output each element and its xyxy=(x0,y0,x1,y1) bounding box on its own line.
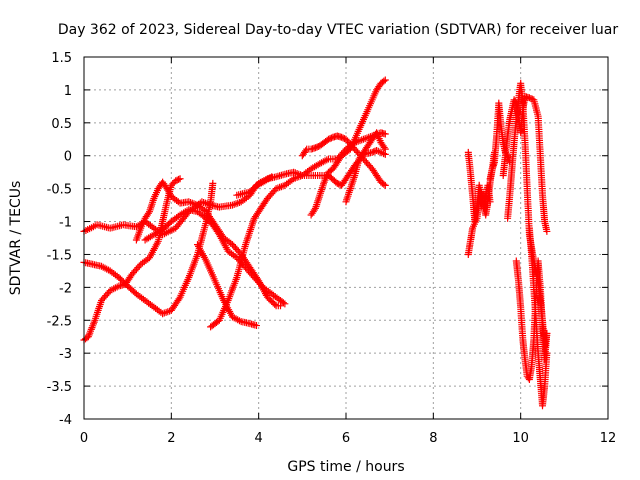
series-trace xyxy=(464,181,494,258)
chart-title: Day 362 of 2023, Sidereal Day-to-day VTE… xyxy=(58,22,619,38)
y-tick-label: 1 xyxy=(64,84,72,99)
data-point xyxy=(175,295,183,303)
data-point xyxy=(323,156,331,164)
data-point xyxy=(356,137,364,145)
x-tick-label: 4 xyxy=(255,431,263,446)
y-tick-label: -0.5 xyxy=(47,183,72,198)
data-point xyxy=(277,183,285,191)
x-axis-label: GPS time / hours xyxy=(287,459,404,475)
axis-ticks: 0 2 4 6 8 10 12 -4 -3.5 -3 -2.5 -2 -1.5 -1 -0.5 0 0.5 1 1.… xyxy=(47,51,617,446)
series-trace xyxy=(486,99,514,183)
series-trace xyxy=(499,93,551,235)
data-point xyxy=(229,201,236,209)
x-tick-label: 0 xyxy=(80,431,88,446)
x-tick-label: 6 xyxy=(342,431,350,446)
data-point xyxy=(293,170,301,177)
data-point xyxy=(252,322,260,330)
data-point xyxy=(354,148,362,156)
data-point xyxy=(363,134,371,142)
data-point xyxy=(381,181,389,189)
data-point xyxy=(373,147,381,154)
data-point xyxy=(131,267,139,275)
data-point xyxy=(236,317,243,325)
data-point xyxy=(166,189,174,197)
data-point xyxy=(543,329,551,337)
y-tick-label: -2 xyxy=(59,281,72,296)
data-point xyxy=(258,282,266,290)
x-tick-label: 2 xyxy=(167,431,175,446)
data-point xyxy=(232,200,240,208)
data-point xyxy=(503,150,510,158)
series-trace xyxy=(525,224,551,410)
data-point xyxy=(376,148,384,156)
data-points xyxy=(80,76,551,410)
data-point xyxy=(380,77,388,85)
data-point xyxy=(297,171,305,179)
data-point xyxy=(162,308,170,316)
data-point xyxy=(290,175,298,183)
data-point xyxy=(185,198,193,206)
data-point xyxy=(262,176,270,184)
series-trace xyxy=(233,147,389,199)
data-point xyxy=(163,185,171,193)
y-tick-label: -4 xyxy=(59,413,72,428)
data-point xyxy=(249,272,257,280)
series-trace xyxy=(141,206,289,308)
data-point xyxy=(380,180,388,188)
data-point xyxy=(113,283,121,291)
y-tick-label: 1.5 xyxy=(51,51,72,66)
data-point xyxy=(201,199,209,207)
data-point xyxy=(279,299,287,307)
data-point xyxy=(231,252,239,260)
x-tick-label: 8 xyxy=(429,431,437,446)
data-point xyxy=(302,147,310,155)
data-point xyxy=(543,349,551,357)
data-point xyxy=(175,175,183,183)
data-point xyxy=(380,144,388,151)
data-point xyxy=(188,199,196,207)
series-trace xyxy=(194,241,260,330)
x-tick-label: 10 xyxy=(512,431,529,446)
y-tick-label: -1.5 xyxy=(47,248,72,263)
data-point xyxy=(271,300,279,308)
series-trace xyxy=(80,179,217,318)
data-point xyxy=(198,198,206,206)
data-point xyxy=(381,130,389,138)
series-trace xyxy=(80,173,276,239)
y-tick-label: 0.5 xyxy=(51,117,72,132)
series-trace xyxy=(80,175,184,344)
data-point xyxy=(486,198,494,206)
data-point xyxy=(135,262,143,270)
y-tick-label: -3.5 xyxy=(47,380,72,395)
y-tick-label: 0 xyxy=(64,150,72,165)
data-point xyxy=(381,145,389,153)
data-point xyxy=(380,150,388,158)
data-point xyxy=(159,310,167,318)
y-axis-label: SDTVAR / TECUs xyxy=(8,181,24,296)
data-point xyxy=(274,184,282,192)
data-point xyxy=(327,134,335,142)
y-tick-label: -2.5 xyxy=(47,314,72,329)
y-tick-label: -1 xyxy=(59,216,72,231)
data-point xyxy=(144,209,152,217)
series-trace xyxy=(342,129,389,206)
x-tick-label: 12 xyxy=(600,431,617,446)
data-point xyxy=(176,175,184,183)
series-trace xyxy=(307,76,389,219)
data-point xyxy=(209,179,217,187)
data-point xyxy=(543,227,551,235)
data-point xyxy=(381,76,389,84)
data-point xyxy=(281,300,289,308)
y-tick-label: -3 xyxy=(59,347,72,362)
data-point xyxy=(360,135,367,143)
